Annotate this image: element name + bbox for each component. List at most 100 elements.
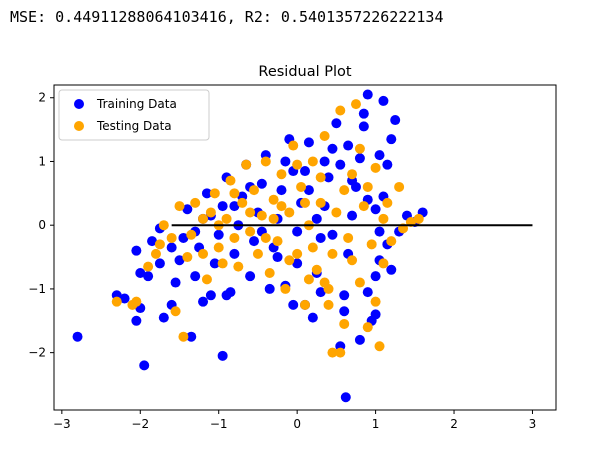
- testing-point: [315, 197, 326, 208]
- testing-point: [229, 232, 240, 243]
- training-point: [390, 115, 401, 126]
- testing-point: [150, 248, 161, 259]
- training-point: [315, 287, 326, 298]
- testing-point: [280, 283, 291, 294]
- training-point: [343, 140, 354, 151]
- testing-point: [343, 232, 354, 243]
- series-training: [72, 89, 428, 403]
- testing-point: [378, 213, 389, 224]
- training-point: [374, 150, 385, 161]
- testing-point: [292, 159, 303, 170]
- training-point: [198, 296, 209, 307]
- training-point: [354, 334, 365, 345]
- x-tick-label: −1: [210, 417, 228, 431]
- testing-point: [323, 299, 334, 310]
- training-point: [221, 290, 232, 301]
- testing-point: [307, 156, 318, 167]
- testing-point: [370, 162, 381, 173]
- x-tick-label: 1: [372, 417, 380, 431]
- training-point: [147, 236, 158, 247]
- training-point: [386, 134, 397, 145]
- testing-point: [327, 248, 338, 259]
- training-point: [119, 293, 130, 304]
- legend-label: Training Data: [96, 97, 177, 111]
- training-point: [139, 360, 150, 371]
- testing-point: [339, 318, 350, 329]
- testing-point: [386, 236, 397, 247]
- testing-point: [303, 274, 314, 285]
- testing-point: [327, 347, 338, 358]
- testing-point: [300, 197, 310, 208]
- testing-point: [268, 194, 279, 205]
- chart-marks: [72, 89, 533, 403]
- testing-point: [154, 239, 165, 250]
- training-point: [190, 271, 201, 282]
- testing-point: [354, 277, 365, 288]
- testing-point: [307, 242, 318, 253]
- chart-legend: Training Data Testing Data: [58, 89, 210, 141]
- testing-point: [358, 201, 369, 212]
- legend-marker: [74, 99, 84, 109]
- training-point: [370, 309, 381, 320]
- training-point: [370, 271, 381, 282]
- legend-marker: [74, 121, 84, 131]
- testing-point: [413, 213, 424, 224]
- x-tick-label: −3: [53, 417, 71, 431]
- testing-point: [315, 172, 326, 183]
- training-point: [323, 172, 334, 183]
- training-point: [303, 185, 314, 196]
- training-point: [307, 312, 318, 323]
- testing-point: [186, 229, 197, 240]
- testing-point: [284, 255, 295, 266]
- training-point: [339, 290, 350, 301]
- training-point: [335, 159, 346, 170]
- training-point: [158, 312, 169, 323]
- y-tick-label: 1: [38, 154, 46, 168]
- testing-point: [252, 248, 263, 259]
- training-point: [292, 226, 303, 237]
- training-point: [386, 264, 397, 275]
- x-tick-label: 3: [529, 417, 537, 431]
- training-point: [374, 226, 385, 237]
- chart-axes: −3 −2 −1 0 1 2 3 −2 −1 0 1 2: [28, 84, 557, 431]
- training-point: [311, 213, 322, 224]
- testing-point: [350, 99, 361, 110]
- testing-point: [174, 201, 185, 212]
- testing-point: [241, 159, 252, 170]
- testing-point: [276, 169, 287, 180]
- testing-point: [233, 261, 244, 272]
- testing-point: [170, 306, 181, 317]
- testing-point: [260, 156, 271, 167]
- training-point: [178, 232, 189, 243]
- testing-point: [335, 105, 346, 116]
- testing-point: [166, 232, 177, 243]
- training-point: [166, 242, 177, 253]
- training-point: [174, 255, 185, 266]
- testing-point: [276, 201, 287, 212]
- testing-point: [245, 207, 256, 218]
- training-point: [378, 95, 389, 106]
- training-point: [315, 232, 326, 243]
- testing-point: [311, 264, 322, 275]
- output-text: MSE: 0.44911288064103416, R2: 0.54013572…: [10, 8, 444, 26]
- testing-point: [394, 181, 405, 192]
- training-point: [182, 204, 193, 215]
- training-point: [347, 210, 358, 221]
- training-point: [358, 121, 369, 132]
- training-point: [229, 248, 240, 259]
- testing-point: [272, 236, 283, 247]
- training-point: [249, 236, 260, 247]
- testing-point: [198, 248, 209, 259]
- testing-point: [158, 220, 169, 231]
- training-point: [154, 258, 165, 269]
- training-point: [245, 271, 256, 282]
- plot-frame: [53, 84, 557, 411]
- training-point: [170, 277, 181, 288]
- testing-point: [225, 175, 236, 186]
- training-point: [292, 258, 303, 269]
- testing-point: [198, 213, 209, 224]
- testing-point: [245, 226, 256, 237]
- testing-point: [178, 331, 189, 342]
- testing-point: [362, 322, 373, 333]
- testing-point: [256, 210, 267, 221]
